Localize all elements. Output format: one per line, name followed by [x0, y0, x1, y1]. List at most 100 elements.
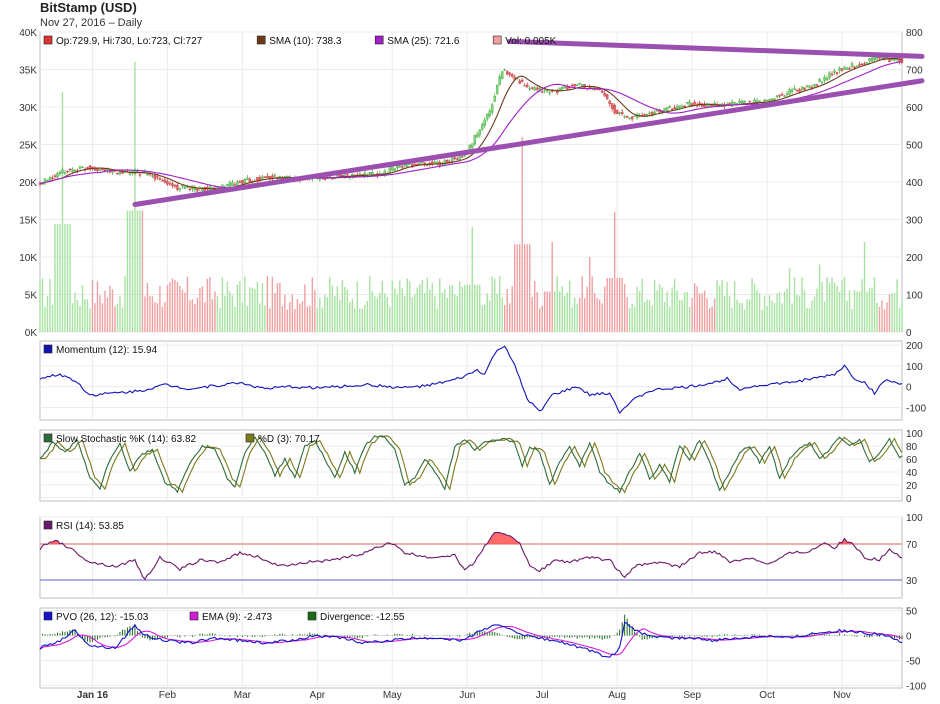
volume-bar — [384, 293, 386, 332]
candle-body — [171, 183, 174, 187]
volume-bar — [91, 279, 94, 332]
candle-body — [610, 103, 614, 109]
volume-bar — [424, 292, 426, 332]
volume-bar — [291, 294, 294, 332]
candle-body — [798, 89, 801, 92]
volume-bar — [314, 290, 316, 332]
volume-bar — [593, 293, 596, 332]
volume-bar — [893, 293, 896, 332]
x-label-5: Jun — [459, 690, 475, 701]
volume-bar — [841, 280, 843, 332]
volume-bar — [189, 300, 191, 332]
candle-body — [391, 166, 394, 171]
legend-swatch-price-1 — [256, 35, 266, 45]
candle-body — [815, 84, 819, 86]
candle-body — [900, 58, 904, 63]
volume-bar — [179, 285, 181, 332]
candle-body — [648, 112, 651, 114]
volume-bar — [126, 210, 129, 332]
volume-bar — [431, 283, 433, 332]
volume-bar — [461, 286, 463, 332]
volume-bar — [436, 308, 438, 332]
candle-body — [136, 170, 139, 172]
volume-bar — [678, 299, 681, 332]
candle-body — [241, 179, 244, 184]
candle-body — [825, 78, 829, 81]
y-right-tick-5: 500 — [906, 141, 923, 152]
volume-bar — [591, 276, 593, 332]
volume-bar — [541, 305, 543, 332]
candle-body — [173, 184, 177, 187]
candle-body — [670, 108, 674, 111]
candle-body — [680, 106, 684, 108]
volume-bar — [144, 296, 146, 332]
volume-bar — [51, 304, 54, 332]
volume-bar — [653, 280, 656, 332]
volume-bar — [611, 278, 613, 332]
volume-bar — [181, 289, 184, 332]
volume-bar — [519, 244, 521, 332]
volume-bar — [196, 297, 199, 332]
candle-body — [730, 101, 734, 107]
candle-body — [793, 88, 796, 90]
volume-bar — [209, 277, 211, 332]
y-right-tick-7: 700 — [906, 66, 923, 77]
volume-bar — [791, 303, 793, 332]
volume-bar — [668, 306, 671, 332]
candle-body — [503, 69, 506, 71]
candle-body — [421, 161, 424, 163]
volume-bar — [721, 279, 723, 332]
volume-bar — [199, 288, 201, 332]
volume-bar — [706, 298, 708, 332]
volume-bar — [74, 292, 76, 332]
volume-bar — [763, 295, 766, 332]
candle-body — [835, 72, 839, 74]
candle-body — [683, 105, 686, 107]
y-left-tick-2: 10K — [19, 253, 37, 264]
candle-body — [273, 175, 277, 177]
volume-bar — [691, 298, 693, 332]
volume-bar — [638, 291, 641, 332]
candle-body — [473, 135, 476, 145]
volume-bar — [641, 278, 643, 332]
candle-body — [231, 182, 234, 187]
volume-bar — [856, 291, 858, 332]
volume-bar — [613, 212, 616, 332]
candle-body — [628, 117, 631, 119]
candle-body — [243, 178, 247, 184]
volume-bar — [134, 62, 136, 332]
volume-bar — [451, 284, 453, 332]
candle-body — [413, 163, 416, 166]
volume-bar — [663, 301, 666, 332]
volume-bar — [506, 288, 508, 332]
y-tick-stochastic-3: 40 — [906, 468, 918, 479]
volume-bar — [239, 280, 241, 332]
volume-bar — [476, 284, 478, 332]
legend-label-stochastic-1: %D (3): 70.17 — [258, 434, 320, 445]
volume-bar — [474, 284, 476, 332]
candle-body — [433, 161, 436, 164]
candle-body — [563, 85, 566, 89]
candle-body — [875, 57, 879, 60]
candle-body — [823, 76, 826, 81]
volume-bar — [254, 288, 256, 332]
candle-body — [521, 79, 524, 82]
legend-swatch-rsi-0 — [43, 520, 53, 530]
candle-body — [121, 172, 124, 174]
volume-bar — [656, 290, 658, 332]
candle-body — [246, 177, 249, 180]
volume-bar — [546, 291, 548, 332]
volume-bar — [466, 284, 468, 332]
candle-body — [795, 90, 799, 92]
candle-body — [705, 105, 709, 107]
volume-bar — [61, 92, 64, 332]
y-right-tick-4: 400 — [906, 178, 923, 189]
volume-bar — [94, 303, 96, 332]
volume-bar — [531, 297, 533, 332]
volume-bar — [76, 300, 79, 332]
volume-bar — [881, 300, 883, 332]
candle-body — [783, 95, 786, 97]
volume-bar — [386, 296, 388, 332]
volume-bar — [376, 298, 379, 332]
volume-bar — [863, 242, 866, 332]
